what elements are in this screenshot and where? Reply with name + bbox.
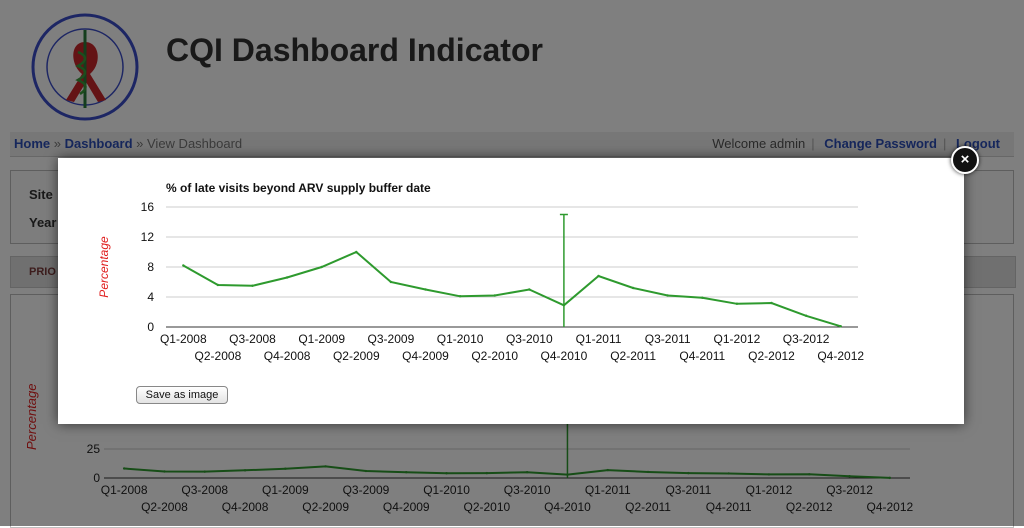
data-point	[424, 288, 427, 291]
close-icon: ×	[960, 151, 970, 168]
data-point	[251, 284, 254, 287]
x-tick-label: Q3-2008	[229, 332, 276, 346]
x-tick-label: Q1-2011	[576, 332, 622, 346]
y-tick-label: 4	[147, 290, 154, 304]
x-tick-label: Q2-2009	[333, 349, 380, 363]
x-tick-label: Q4-2008	[264, 349, 311, 363]
y-tick-label: 16	[141, 200, 155, 214]
data-point	[285, 276, 289, 279]
x-tick-label: Q4-2011	[679, 349, 725, 363]
data-point	[528, 288, 531, 291]
data-point	[320, 265, 323, 269]
save-as-image-button[interactable]: Save as image	[136, 386, 228, 404]
data-point	[804, 314, 808, 317]
chart-modal	[58, 158, 964, 424]
x-tick-label: Q3-2009	[368, 332, 415, 346]
y-tick-label: 0	[147, 320, 154, 334]
data-point	[666, 294, 669, 297]
x-tick-label: Q1-2010	[437, 332, 484, 346]
close-modal-button[interactable]: ×	[951, 146, 979, 174]
data-point	[770, 301, 773, 305]
x-tick-label: Q2-2010	[471, 349, 518, 363]
series-line	[182, 250, 841, 328]
data-point	[735, 302, 739, 305]
data-point	[631, 286, 635, 290]
data-point	[355, 250, 358, 254]
x-tick-label: Q4-2010	[541, 349, 588, 363]
x-tick-label: Q1-2012	[714, 332, 761, 346]
x-tick-label: Q3-2010	[506, 332, 553, 346]
x-tick-label: Q4-2009	[402, 349, 449, 363]
x-tick-label: Q3-2012	[783, 332, 830, 346]
x-tick-label: Q1-2009	[298, 332, 345, 346]
x-tick-label: Q1-2008	[160, 332, 207, 346]
data-point	[458, 295, 462, 298]
x-tick-label: Q2-2012	[748, 349, 795, 363]
x-tick-label: Q2-2011	[610, 349, 656, 363]
data-point	[216, 283, 220, 287]
x-tick-label: Q4-2012	[817, 349, 864, 363]
y-tick-label: 8	[147, 260, 154, 274]
y-tick-label: 12	[141, 230, 155, 244]
data-point	[389, 280, 393, 284]
chart-title: % of late visits beyond ARV supply buffe…	[166, 181, 431, 195]
x-tick-label: Q2-2008	[195, 349, 242, 363]
data-point	[839, 325, 842, 328]
x-tick-label: Q3-2011	[645, 332, 691, 346]
data-point	[493, 294, 496, 297]
data-point	[701, 296, 704, 299]
data-point	[182, 264, 185, 267]
y-axis-label: Percentage	[97, 236, 111, 298]
data-point	[597, 274, 600, 278]
